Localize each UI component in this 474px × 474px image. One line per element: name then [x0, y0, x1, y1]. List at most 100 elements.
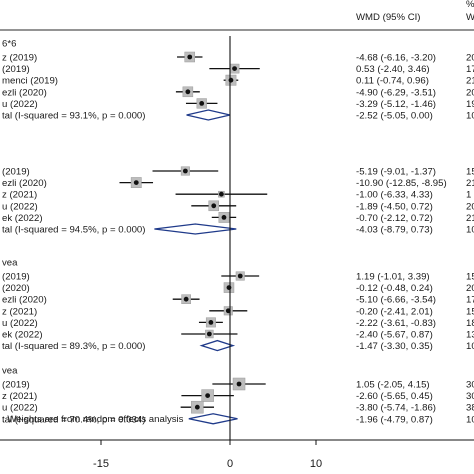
overall-diamond: [186, 109, 231, 121]
study-label: ek (2022): [2, 330, 43, 341]
overall-label: tal (I-squared = 89.3%, p = 0.000): [2, 341, 145, 352]
study-ci-text: -1.00 (-6.33, 4.33): [356, 190, 433, 201]
study-label: u (2022): [2, 99, 38, 110]
overall-label: tal (I-squared = 94.5%, p = 0.000): [2, 225, 145, 236]
overall-label: tal (I-squared = 93.1%, p = 0.000): [2, 111, 145, 122]
study-ci-text: -4.90 (-6.29, -3.51): [356, 87, 436, 98]
study-weight: 20: [466, 283, 474, 294]
x-tick-label: -15: [93, 458, 109, 470]
study-ci-text: -4.68 (-6.16, -3.20): [356, 53, 436, 64]
study-weight: 19: [466, 99, 474, 110]
group-label: vea: [2, 258, 18, 269]
study-weight: 13: [466, 330, 474, 341]
study-weight: 1: [466, 190, 471, 201]
study-weight: 17: [466, 64, 474, 75]
study-point: [226, 285, 232, 290]
footnote: : Weights are from random effects analys…: [2, 414, 184, 425]
study-point: [211, 203, 217, 209]
overall-label: tal (I-squared = 70.4%, p = 0.034): [2, 414, 145, 425]
group-label: vea: [2, 366, 18, 377]
study-ci-text: -3.29 (-5.12, -1.46): [356, 99, 436, 110]
study-weight: 20: [466, 201, 474, 212]
study-point: [194, 404, 200, 410]
study-label: (2019): [2, 64, 30, 75]
study-point: [237, 273, 243, 279]
study-point: [187, 54, 193, 60]
x-tick-label: 10: [310, 458, 322, 470]
overall-ci-text: -1.47 (-3.30, 0.35): [356, 341, 433, 352]
overall-ci-text: -1.96 (-4.79, 0.87): [356, 414, 433, 425]
study-ci-text: -2.40 (-5.67, 0.87): [356, 330, 433, 341]
study-point: [199, 101, 205, 106]
study-point: [219, 191, 224, 197]
study-ci-text: -0.20 (-2.41, 2.01): [356, 306, 433, 317]
overall-diamond: [199, 339, 236, 352]
study-ci-text: -5.19 (-9.01, -1.37): [356, 167, 436, 178]
study-label: (2020): [2, 283, 30, 294]
study-ci-text: 0.53 (-2.40, 3.46): [356, 64, 430, 75]
study-label: (2019): [2, 380, 30, 391]
study-ci-text: -5.10 (-6.66, -3.54): [356, 295, 436, 306]
study-weight: 15: [466, 167, 474, 178]
study-label: z (2021): [2, 306, 37, 317]
study-ci-text: -1.89 (-4.50, 0.72): [356, 201, 433, 212]
study-label: z (2021): [2, 190, 37, 201]
study-point: [183, 296, 189, 302]
overall-weight: 10: [466, 111, 474, 122]
study-point: [208, 320, 214, 325]
study-label: ezli (2020): [2, 87, 47, 98]
study-label: (2019): [2, 167, 30, 178]
study-point: [232, 66, 237, 71]
study-label: u (2022): [2, 201, 38, 212]
study-point: [228, 77, 234, 83]
group-label: 6*6: [2, 39, 16, 50]
study-label: menci (2019): [2, 76, 58, 87]
study-label: ezli (2020): [2, 295, 47, 306]
overall-weight: 10: [466, 414, 474, 425]
study-weight: 20: [466, 87, 474, 98]
study-weight: 21: [466, 213, 474, 224]
study-ci-text: 1.19 (-1.01, 3.39): [356, 272, 430, 283]
study-ci-text: 1.05 (-2.05, 4.15): [356, 380, 430, 391]
study-label: z (2021): [2, 391, 37, 402]
header-effect-label: WMD (95% CI): [356, 12, 421, 23]
study-label: ezli (2020): [2, 178, 47, 189]
overall-diamond: [154, 223, 237, 235]
study-label: (2019): [2, 272, 30, 283]
study-weight: 30: [466, 391, 474, 402]
study-ci-text: -2.60 (-5.65, 0.45): [356, 391, 433, 402]
overall-weight: 10: [466, 341, 474, 352]
study-ci-text: 0.11 (-0.74, 0.96): [356, 76, 429, 87]
study-label: u (2022): [2, 403, 38, 414]
overall-weight: 10: [466, 225, 474, 236]
study-label: z (2019): [2, 53, 37, 64]
study-ci-text: -0.70 (-2.12, 0.72): [356, 213, 433, 224]
study-weight: 18: [466, 318, 474, 329]
study-point: [133, 180, 139, 186]
study-ci-text: -2.22 (-3.61, -0.83): [356, 318, 436, 329]
study-point: [205, 393, 211, 398]
overall-ci-text: -4.03 (-8.79, 0.73): [356, 225, 433, 236]
study-weight: 15: [466, 306, 474, 317]
study-ci-text: -3.80 (-5.74, -1.86): [356, 403, 436, 414]
study-weight: 20: [466, 53, 474, 64]
study-point: [185, 89, 191, 95]
study-weight: 17: [466, 295, 474, 306]
study-weight: 38: [466, 403, 474, 414]
study-label: ek (2022): [2, 213, 43, 224]
study-point: [206, 331, 212, 337]
header-weight-bottom: W: [466, 12, 474, 23]
overall-diamond: [188, 413, 238, 425]
study-weight: 30: [466, 380, 474, 391]
x-tick-label: 0: [227, 458, 233, 470]
study-point: [221, 215, 227, 220]
study-ci-text: -10.90 (-12.85, -8.95): [356, 178, 447, 189]
study-label: u (2022): [2, 318, 38, 329]
study-weight: 21: [466, 76, 474, 87]
header-weight-top: %: [466, 0, 474, 10]
study-ci-text: -0.12 (-0.48, 0.24): [356, 283, 433, 294]
study-point: [236, 381, 242, 387]
study-point: [182, 168, 188, 174]
study-weight: 15: [466, 272, 474, 283]
